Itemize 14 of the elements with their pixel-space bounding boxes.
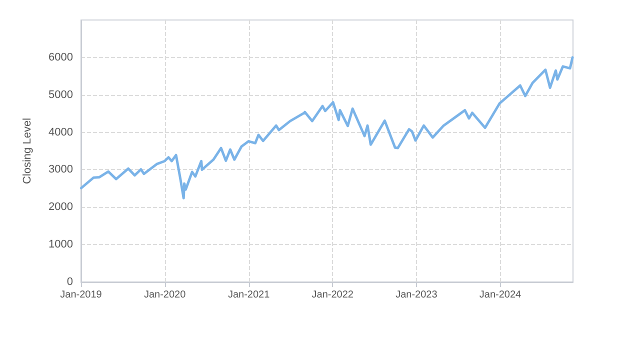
y-tick-label: 1000 xyxy=(48,238,73,251)
y-tick-label: 0 xyxy=(66,276,73,288)
y-axis-title: Closing Level xyxy=(22,118,34,184)
y-tick-label: 2000 xyxy=(48,201,73,214)
x-tick-label: Jan-2023 xyxy=(396,290,438,300)
x-tick-label: Jan-2021 xyxy=(228,290,270,300)
x-tick-label: Jan-2024 xyxy=(479,290,522,300)
x-tick-label: Jan-2019 xyxy=(60,290,102,300)
x-tick-label: Jan-2022 xyxy=(312,290,354,300)
y-tick-label: 5000 xyxy=(48,88,73,101)
y-tick-label: 6000 xyxy=(48,51,73,64)
y-tick-label: 4000 xyxy=(48,126,73,138)
x-tick-label: Jan-2020 xyxy=(144,290,186,300)
y-tick-label: 3000 xyxy=(48,164,73,176)
